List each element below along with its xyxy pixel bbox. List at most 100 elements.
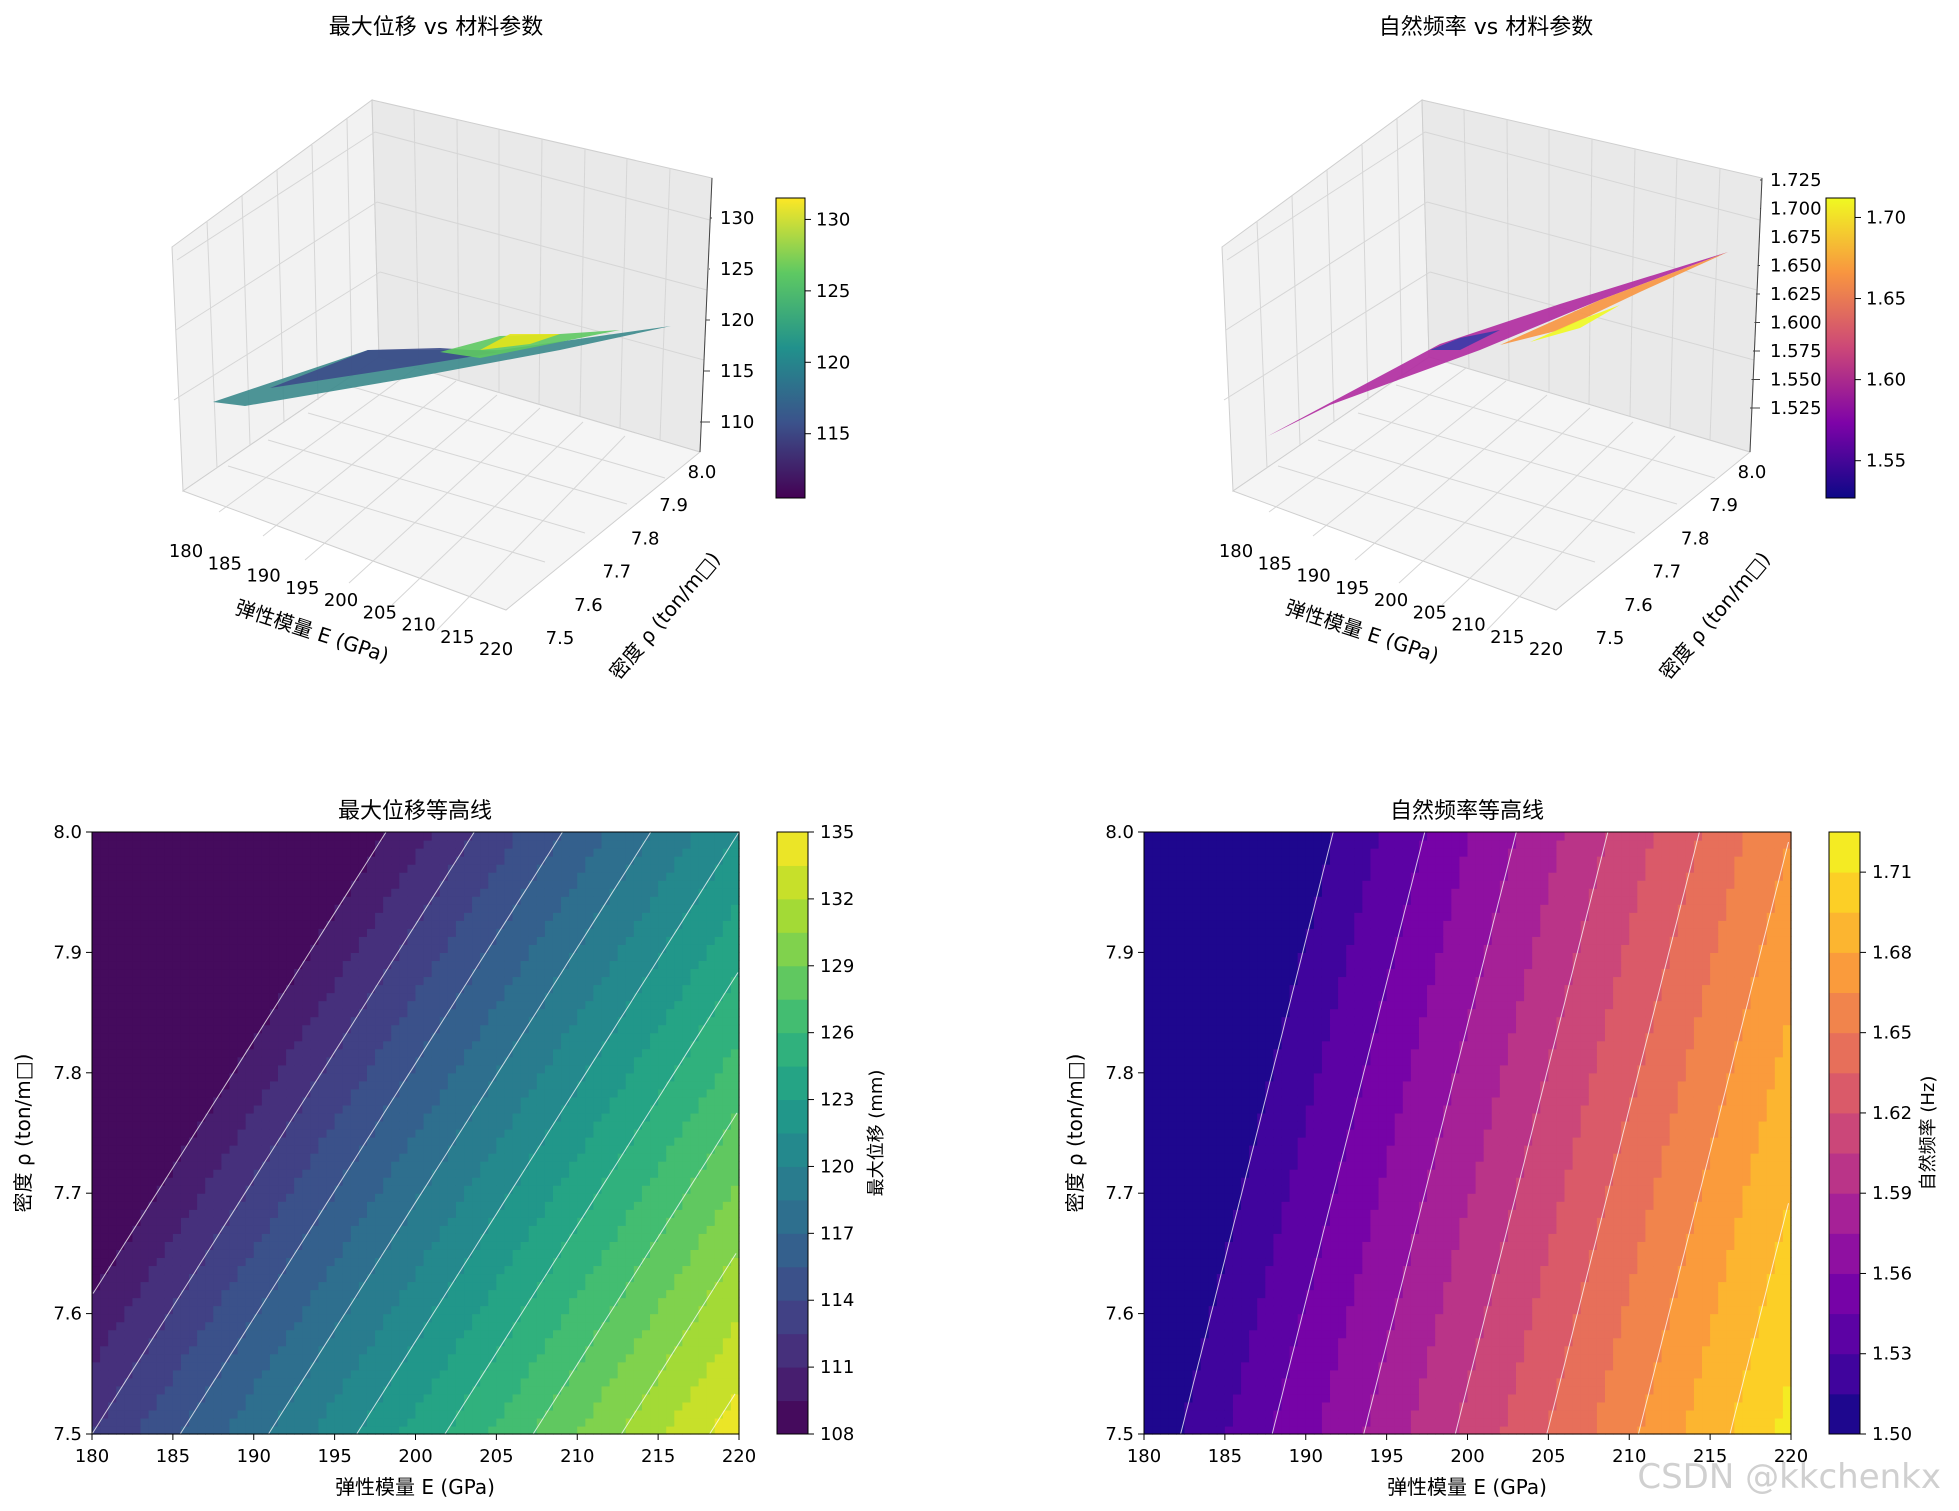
contour-cell xyxy=(480,1289,489,1299)
contour-cell xyxy=(189,1169,198,1178)
contour-cell xyxy=(544,864,554,873)
contour-cell xyxy=(488,840,497,849)
contour-cell xyxy=(439,1008,449,1018)
contour-cell xyxy=(334,1425,344,1435)
contour-cell xyxy=(447,1008,457,1018)
contour-cell xyxy=(375,1345,384,1355)
contour-cell xyxy=(383,1096,392,1106)
contour-cell xyxy=(375,944,384,953)
contour-cell xyxy=(278,1289,287,1299)
contour-cell xyxy=(577,1281,586,1291)
contour-cell xyxy=(124,1169,134,1178)
contour-cell xyxy=(294,1273,303,1283)
contour-cell xyxy=(528,1137,538,1146)
contour-cell xyxy=(593,1225,603,1234)
contour-cell xyxy=(375,1297,384,1307)
contour-cell xyxy=(334,1016,344,1026)
contour-cell xyxy=(172,848,182,857)
contour-cell xyxy=(552,896,562,905)
contour-cell xyxy=(253,848,263,857)
contour-cell xyxy=(512,1056,522,1066)
contour-cell xyxy=(496,1096,506,1106)
contour-cell xyxy=(423,1417,433,1427)
contour-cell xyxy=(100,832,109,841)
contour-cell xyxy=(124,1345,134,1355)
contour-cell xyxy=(172,936,182,945)
contour-cell xyxy=(197,992,206,1002)
contour-cell xyxy=(132,928,142,937)
contour-cell xyxy=(455,1393,465,1403)
contour-cell xyxy=(399,1104,409,1114)
contour-cell xyxy=(601,1193,611,1202)
contour-cell xyxy=(172,1281,182,1291)
contour-cell xyxy=(245,1353,255,1363)
contour-cell xyxy=(253,1048,263,1058)
contour-cell xyxy=(593,1169,603,1178)
contour-cell xyxy=(294,936,303,945)
contour-cell xyxy=(132,1169,142,1178)
contour-cell xyxy=(561,880,570,889)
contour-cell xyxy=(197,1112,206,1122)
contour-cell xyxy=(464,1417,473,1427)
contour-cell xyxy=(310,1225,320,1234)
contour-cell xyxy=(552,968,562,978)
contour-cell xyxy=(253,1112,263,1122)
contour-cell xyxy=(407,1385,417,1395)
contour-cell xyxy=(294,888,303,897)
contour-cell xyxy=(253,1417,263,1427)
contour-cell xyxy=(561,984,570,994)
contour-cell xyxy=(350,992,360,1002)
contour-cell xyxy=(253,872,263,881)
contour-cell xyxy=(253,1369,263,1379)
contour-cell xyxy=(399,960,409,970)
contour-cell xyxy=(92,1265,101,1275)
contour-cell xyxy=(383,1273,392,1283)
contour-cell xyxy=(245,1265,255,1275)
contour-cell xyxy=(350,1000,360,1010)
contour-cell xyxy=(229,1401,239,1411)
contour-cell xyxy=(302,840,311,849)
contour-cell xyxy=(261,832,271,841)
contour-cell xyxy=(318,1169,328,1178)
contour-cell xyxy=(253,1225,263,1234)
contour-cell xyxy=(189,1040,198,1050)
contour-cell xyxy=(536,944,546,953)
contour-cell xyxy=(544,1225,554,1234)
contour-cell xyxy=(148,960,158,970)
contour-cell xyxy=(294,1153,303,1162)
contour-cell xyxy=(415,1128,425,1138)
contour-cell xyxy=(124,880,134,889)
contour-cell xyxy=(375,1409,384,1419)
contour-cell xyxy=(520,1128,530,1138)
contour-cell xyxy=(504,1048,514,1058)
contour-cell xyxy=(447,1104,457,1114)
contour-cell xyxy=(237,1128,247,1138)
contour-cell xyxy=(480,1273,489,1283)
contour-cell xyxy=(480,896,489,905)
contour-cell xyxy=(399,848,409,857)
contour-cell xyxy=(464,1161,473,1170)
contour-cell xyxy=(399,1297,409,1307)
contour-cell xyxy=(536,1064,546,1074)
contour-cell xyxy=(100,1161,109,1170)
contour-cell xyxy=(326,1137,336,1146)
contour-cell xyxy=(496,1088,506,1098)
contour-cell xyxy=(108,1088,117,1098)
contour-cell xyxy=(132,992,142,1002)
contour-cell xyxy=(124,904,134,913)
contour-cell xyxy=(269,840,279,849)
contour-cell xyxy=(221,944,231,953)
contour-cell xyxy=(536,1056,546,1066)
contour-cell xyxy=(197,1361,206,1371)
contour-cell xyxy=(140,1016,150,1026)
contour-cell xyxy=(205,1080,214,1090)
contour-cell xyxy=(213,880,222,889)
contour-cell xyxy=(488,1137,497,1146)
contour-cell xyxy=(601,1361,611,1371)
contour-cell xyxy=(439,1112,449,1122)
contour-cell xyxy=(229,1088,239,1098)
contour-cell xyxy=(124,1104,134,1114)
contour-cell xyxy=(253,1297,263,1307)
contour-cell xyxy=(552,1313,562,1323)
contour-cell xyxy=(439,1161,449,1170)
